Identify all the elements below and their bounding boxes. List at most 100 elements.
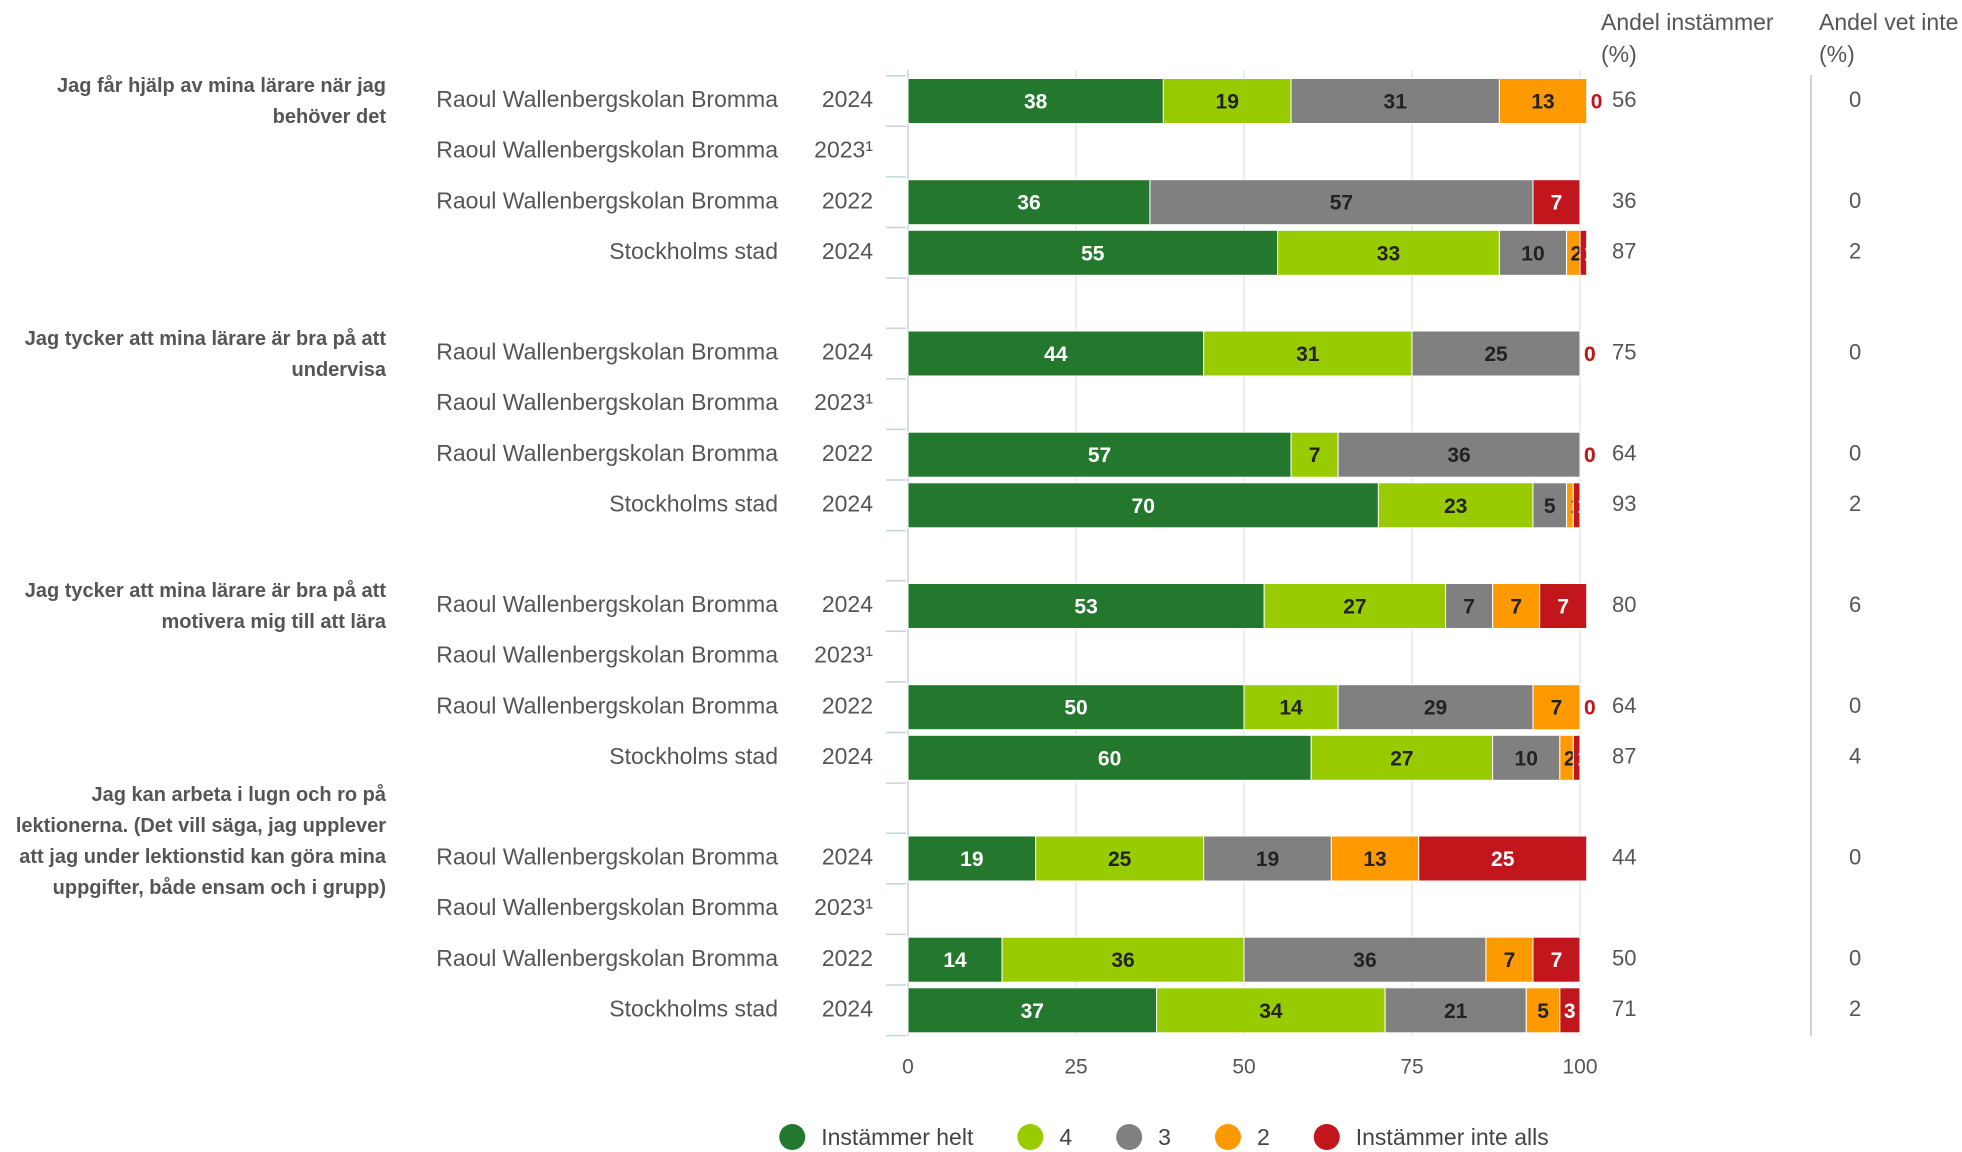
legend-marker [1214, 1124, 1241, 1150]
row-unit: Raoul Wallenbergskolan Bromma [436, 945, 778, 971]
legend-marker [1017, 1124, 1044, 1150]
vet-inte-value: 0 [1849, 339, 1861, 364]
bar-segment [1243, 936, 1487, 983]
row-unit: Raoul Wallenbergskolan Bromma [436, 339, 778, 365]
data-label: 19 [960, 848, 983, 871]
instammer-value: 36 [1612, 188, 1636, 213]
row-year: 2023¹ [814, 137, 873, 163]
row-unit: Stockholms stad [609, 238, 778, 264]
vet-inte-value: 2 [1849, 239, 1861, 264]
data-label: 57 [1088, 444, 1111, 467]
row-year: 2024 [822, 995, 873, 1021]
data-label: 34 [1259, 1000, 1283, 1023]
data-label: 1 [1577, 495, 1589, 518]
data-label: 10 [1515, 747, 1538, 770]
question-label: Jag kan arbeta i lugn och ro på lektione… [15, 784, 386, 899]
row-year: 2022 [822, 692, 873, 718]
bar-segment [1411, 330, 1581, 377]
data-label: 14 [1279, 697, 1303, 720]
row-unit: Stockholms stad [609, 995, 778, 1021]
data-label: 1 [1577, 747, 1589, 770]
bar-segment [1290, 431, 1339, 478]
row-unit: Raoul Wallenbergskolan Bromma [436, 844, 778, 870]
bar-segment [1539, 583, 1588, 629]
data-label: 31 [1296, 343, 1320, 366]
column-header: Andel instämmer (%) [1601, 9, 1774, 67]
legend-label: 3 [1158, 1124, 1171, 1150]
row-unit: Stockholms stad [609, 743, 778, 769]
x-tick-label: 100 [1562, 1056, 1597, 1079]
data-label: 33 [1377, 242, 1400, 265]
instammer-value: 50 [1612, 946, 1636, 971]
instammer-value: 71 [1612, 996, 1636, 1021]
data-label: 70 [1132, 495, 1155, 518]
row-unit: Stockholms stad [609, 490, 778, 516]
row-year: 2024 [822, 86, 873, 112]
bar-segment [1572, 734, 1581, 781]
data-label: 53 [1074, 596, 1097, 619]
row-unit: Raoul Wallenbergskolan Bromma [436, 389, 778, 415]
instammer-value: 87 [1612, 239, 1636, 264]
data-label: 25 [1108, 848, 1132, 871]
data-label: 36 [1353, 949, 1376, 972]
data-label: 0 [1591, 91, 1603, 114]
data-label: 2 [1571, 242, 1583, 265]
row-unit: Raoul Wallenbergskolan Bromma [436, 894, 778, 920]
instammer-value: 56 [1612, 87, 1636, 112]
x-tick-label: 0 [902, 1056, 914, 1079]
data-label: 7 [1504, 949, 1516, 972]
bar-segment [1559, 987, 1581, 1034]
data-label: 36 [1447, 444, 1470, 467]
bar-segment [1149, 179, 1534, 226]
question-label: Jag får hjälp av mina lärare när jag beh… [56, 75, 386, 128]
bar-segment [1532, 684, 1581, 731]
data-label: 21 [1444, 1000, 1468, 1023]
instammer-value: 87 [1612, 744, 1636, 769]
instammer-value: 64 [1612, 441, 1636, 466]
bar-segment [907, 734, 1312, 781]
question-label: Jag tycker att mina lärare är bra på att… [24, 327, 386, 381]
data-label: 2 [1564, 747, 1576, 770]
instammer-value: 64 [1612, 693, 1636, 718]
bar-segment [1330, 835, 1420, 882]
bar-segment [907, 431, 1292, 478]
instammer-value: 75 [1612, 339, 1636, 364]
data-label: 38 [1024, 91, 1048, 114]
row-year: 2023¹ [814, 389, 873, 415]
vet-inte-value: 4 [1849, 744, 1861, 769]
bar-segment [1492, 734, 1561, 781]
row-year: 2023¹ [814, 642, 873, 668]
data-label: 7 [1309, 444, 1321, 467]
bar-segment [1532, 482, 1568, 529]
data-label: 7 [1463, 596, 1475, 619]
row-year: 2022 [822, 945, 873, 971]
vet-inte-value: 0 [1849, 87, 1861, 112]
bar-segment [907, 78, 1164, 124]
bar-segment [1498, 229, 1568, 276]
row-year: 2024 [822, 339, 873, 365]
data-label: 36 [1017, 192, 1040, 215]
instammer-value: 93 [1612, 491, 1636, 516]
legend-label: Instämmer inte alls [1356, 1124, 1549, 1150]
vet-inte-value: 6 [1849, 592, 1861, 617]
legend-label: 4 [1059, 1124, 1072, 1150]
data-label: 19 [1256, 848, 1279, 871]
bar-segment [1377, 482, 1534, 529]
bar-segment [907, 583, 1265, 629]
data-label: 0 [1584, 343, 1596, 366]
row-year: 2024 [822, 591, 873, 617]
data-label: 3 [1564, 1000, 1576, 1023]
data-label: 0 [1584, 444, 1596, 467]
bar-segment [1310, 734, 1494, 781]
bar-segment [1532, 179, 1581, 226]
bar-segment [1532, 936, 1581, 983]
data-label: 10 [1521, 242, 1544, 265]
bar-segment [1492, 583, 1541, 629]
legend-marker [779, 1124, 806, 1150]
data-label: 55 [1081, 242, 1105, 265]
bar-segment [1579, 229, 1588, 276]
column-header: Andel vet inte (%) [1819, 9, 1959, 67]
row-unit: Raoul Wallenbergskolan Bromma [436, 137, 778, 163]
data-label: 50 [1064, 697, 1087, 720]
row-unit: Raoul Wallenbergskolan Bromma [436, 692, 778, 718]
